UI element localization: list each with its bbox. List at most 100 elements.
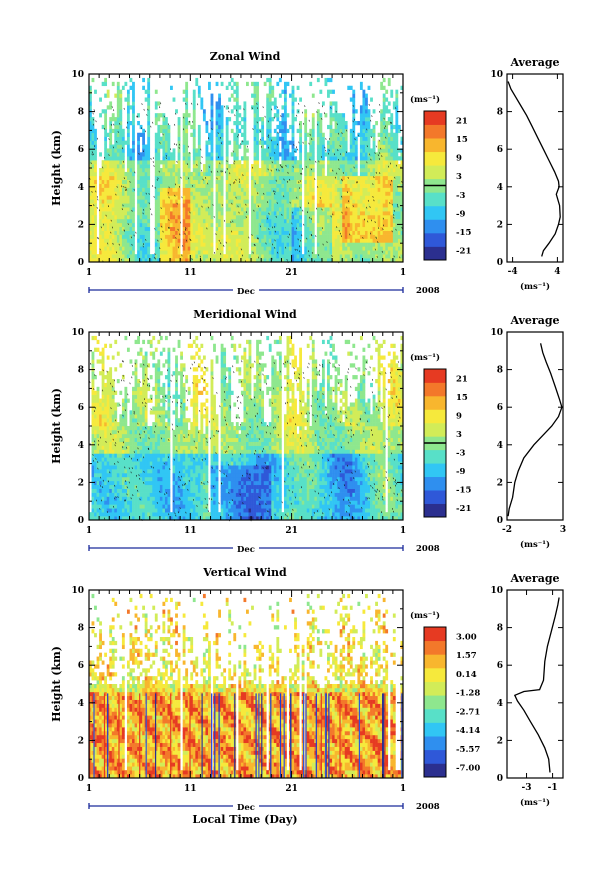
heatmap-cell (276, 183, 280, 188)
heatmap-cell (258, 238, 262, 243)
heatmap-cell (104, 113, 108, 118)
heatmap-cell (192, 171, 196, 177)
heatmap-cell (230, 109, 234, 114)
heatmap-cell (228, 179, 232, 184)
heatmap-cell (167, 179, 171, 184)
heatmap-cell (380, 211, 384, 216)
heatmap-cell (119, 242, 123, 247)
heatmap-cell (162, 179, 166, 184)
heatmap-cell (172, 258, 176, 263)
heatmap-cell (296, 258, 300, 263)
heatmap-cell (344, 132, 348, 137)
heatmap-cell (233, 89, 237, 94)
heatmap-cell (159, 218, 163, 224)
heatmap-cell (332, 128, 335, 134)
heatmap-cell (283, 113, 287, 118)
heatmap-cell (392, 199, 396, 204)
heatmap-cell (235, 113, 239, 118)
heatmap-cell (243, 203, 247, 208)
heatmap-cell (377, 191, 381, 196)
heatmap-cell (266, 187, 270, 192)
heatmap-cell (228, 195, 232, 200)
heatmap-cell (354, 218, 358, 224)
heatmap-cell (228, 164, 232, 169)
heatmap-cell (395, 195, 399, 200)
heatmap-cell (304, 211, 308, 216)
stipple-mark (330, 106, 332, 109)
heatmap-cell (299, 230, 303, 235)
heatmap-cell (208, 226, 211, 231)
heatmap-cell (129, 238, 133, 243)
stipple-mark (162, 133, 164, 136)
stipple-mark (274, 239, 276, 242)
heatmap-cell (311, 230, 315, 235)
heatmap-cell (377, 168, 381, 173)
heatmap-cell (286, 199, 290, 204)
heatmap-cell (281, 234, 285, 239)
heatmap-cell (261, 230, 265, 235)
heatmap-cell (390, 128, 394, 134)
heatmap-cell (263, 222, 267, 228)
y-axis-label: Height (km) (50, 130, 63, 206)
heatmap-cell (114, 144, 118, 149)
heatmap-cell (124, 183, 128, 188)
heatmap-cell (243, 199, 247, 204)
heatmap-cell (197, 258, 201, 263)
heatmap-cell (89, 93, 92, 98)
heatmap-cell (195, 222, 199, 228)
heatmap-cell (126, 128, 130, 134)
heatmap-cell (132, 203, 135, 208)
heatmap-cell (283, 105, 287, 110)
heatmap-cell (96, 433, 100, 439)
heatmap-cell (185, 226, 189, 231)
heatmap-cell (334, 215, 338, 220)
heatmap-cell (263, 152, 267, 157)
heatmap-cell (266, 183, 270, 188)
heatmap-cell (132, 246, 135, 251)
heatmap-cell (175, 230, 178, 235)
stipple-mark (385, 136, 387, 139)
stipple-mark (254, 244, 256, 247)
heatmap-cell (337, 258, 340, 263)
heatmap-cell (202, 164, 206, 169)
heatmap-cell (349, 175, 353, 181)
heatmap-cell (137, 218, 140, 224)
heatmap-cell (164, 124, 168, 130)
stipple-mark (91, 153, 93, 156)
heatmap-cells (89, 335, 404, 521)
heatmap-cell (283, 101, 287, 106)
heatmap-cell (382, 156, 386, 161)
heatmap-cell (289, 195, 292, 200)
heatmap-cell (119, 168, 123, 173)
stipple-mark (371, 115, 373, 118)
heatmap-cell (137, 238, 140, 243)
heatmap-cell (339, 211, 343, 216)
heatmap-cell (256, 254, 259, 259)
heatmap-cell (157, 175, 161, 181)
heatmap-cell (316, 160, 320, 165)
stipple-mark (248, 236, 250, 239)
heatmap-cell (395, 93, 399, 98)
heatmap-cell (182, 258, 186, 263)
heatmap-cell (395, 211, 399, 216)
heatmap-cell (291, 144, 295, 149)
heatmap-cell (164, 215, 168, 220)
heatmap-cell (116, 109, 120, 114)
heatmap-cell (367, 121, 371, 126)
stipple-mark (158, 170, 160, 173)
heatmap-cell (276, 203, 280, 208)
stipple-mark (363, 218, 366, 221)
heatmap-cell (218, 242, 221, 247)
heatmap-cell (253, 113, 257, 118)
heatmap-cell (104, 254, 108, 259)
heatmap-cell (99, 437, 102, 442)
stipple-mark (297, 148, 299, 151)
heatmap-cell (365, 140, 368, 145)
heatmap-cell (106, 230, 110, 235)
heatmap-cell (349, 128, 353, 134)
heatmap-cell (124, 195, 128, 200)
heatmap-cell (182, 168, 186, 173)
heatmap-cell (157, 160, 161, 165)
heatmap-cell (392, 144, 396, 149)
